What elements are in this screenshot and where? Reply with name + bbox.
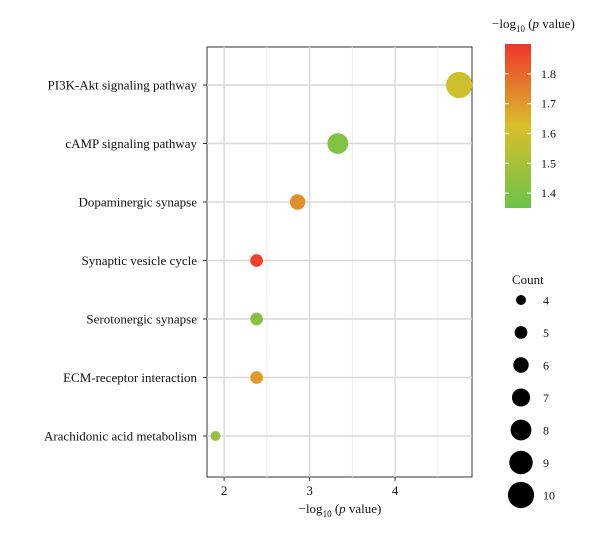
size-legend-label: 4 — [543, 294, 549, 308]
data-point — [250, 312, 263, 326]
color-bar-tick-label: 1.6 — [541, 126, 556, 140]
pathway-label: cAMP signaling pathway — [65, 136, 197, 151]
x-axis-title-p: p — [338, 501, 346, 516]
color-legend-title-p: p — [532, 16, 540, 31]
size-legend-label: 7 — [543, 391, 549, 405]
color-bar-tick-label: 1.4 — [541, 186, 556, 200]
size-legend-label: 5 — [543, 326, 549, 340]
color-bar-tick-label: 1.8 — [541, 67, 556, 81]
color-legend: −log10 (p value) 1.4 1.5 1.6 1.7 1.8 — [492, 16, 575, 208]
pathway-label: Serotonergic synapse — [86, 312, 197, 327]
size-legend-label: 9 — [543, 456, 549, 470]
data-points — [210, 71, 473, 441]
x-tick-label: 3 — [306, 483, 313, 498]
color-legend-title-part-3: ( — [525, 16, 533, 31]
size-legend-items: 4 5 6 7 8 9 10 — [507, 294, 555, 509]
x-tick-label: 4 — [392, 483, 399, 498]
x-axis-ticks: 2 3 4 — [221, 477, 399, 498]
size-legend-circle — [509, 450, 533, 475]
size-legend-circle — [516, 295, 526, 305]
x-axis-title-part-3: ( — [332, 501, 340, 516]
color-legend-title-part-1: −log — [492, 16, 516, 31]
color-legend-title-subscript: 10 — [516, 24, 526, 34]
data-point — [250, 371, 263, 384]
pathway-label: Synaptic vesicle cycle — [81, 253, 197, 268]
size-legend-circle — [510, 419, 532, 441]
size-legend-circle — [514, 326, 528, 339]
x-tick-label: 2 — [221, 483, 228, 498]
color-bar — [505, 44, 531, 208]
x-axis-title: −log10 (p value) — [299, 501, 382, 519]
color-bar-tick-label: 1.7 — [541, 97, 556, 111]
size-legend-circle — [513, 357, 529, 373]
y-axis-ticks: PI3K-Akt signaling pathway cAMP signaling… — [44, 78, 207, 444]
size-legend: Count 4 5 6 7 8 9 10 — [507, 272, 555, 509]
data-point — [210, 431, 221, 441]
size-legend-label: 10 — [543, 489, 555, 503]
pathway-label: ECM-receptor interaction — [63, 370, 197, 385]
data-point — [289, 194, 306, 210]
size-legend-circle — [507, 481, 535, 509]
plot-panel — [206, 46, 473, 478]
pathway-label: PI3K-Akt signaling pathway — [48, 78, 198, 93]
x-axis-title-part-1: −log — [299, 501, 323, 516]
data-point — [250, 254, 263, 267]
size-legend-title: Count — [512, 272, 544, 287]
pathway-label: Dopaminergic synapse — [78, 195, 197, 210]
color-legend-title-part-5: value) — [539, 16, 575, 31]
x-axis-title-part-5: value) — [346, 501, 382, 516]
size-legend-label: 6 — [543, 359, 549, 373]
x-axis-title-subscript: 10 — [323, 509, 333, 519]
color-bar-tick-label: 1.5 — [541, 156, 556, 170]
data-point — [446, 71, 473, 99]
size-legend-circle — [511, 388, 531, 407]
color-bar-ticks: 1.4 1.5 1.6 1.7 1.8 — [505, 67, 556, 200]
size-legend-label: 8 — [543, 424, 549, 438]
color-legend-title: −log10 (p value) — [492, 16, 575, 34]
data-point — [327, 133, 349, 154]
pathway-label: Arachidonic acid metabolism — [44, 429, 197, 444]
